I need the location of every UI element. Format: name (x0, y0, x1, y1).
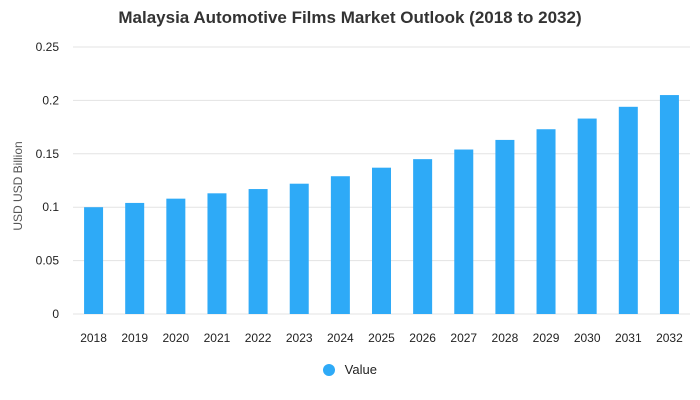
bar-2018[interactable] (84, 207, 104, 314)
bar-2026[interactable] (413, 159, 433, 314)
x-tick-label: 2018 (80, 331, 107, 345)
bar-2019[interactable] (125, 202, 145, 314)
x-tick-label: 2021 (204, 331, 231, 345)
x-tick-label: 2029 (533, 331, 560, 345)
legend-label: Value (344, 362, 377, 377)
y-tick-label: 0.1 (42, 200, 59, 214)
x-tick-label: 2022 (245, 331, 272, 345)
x-tick-label: 2019 (121, 331, 148, 345)
y-tick-label: 0.25 (36, 40, 60, 54)
bar-2032[interactable] (659, 95, 679, 314)
bar-2023[interactable] (289, 183, 309, 314)
y-tick-label: 0 (52, 307, 59, 321)
bar-2028[interactable] (495, 139, 515, 314)
x-tick-label: 2026 (409, 331, 436, 345)
bar-2031[interactable] (618, 106, 638, 314)
x-tick-label: 2027 (450, 331, 477, 345)
bar-2020[interactable] (166, 198, 186, 314)
legend: Value (0, 362, 700, 377)
bar-2021[interactable] (207, 193, 227, 314)
chart-title: Malaysia Automotive Films Market Outlook… (118, 8, 582, 27)
y-tick-labels: 0 0.05 0.1 0.15 0.2 0.25 (36, 40, 60, 321)
x-tick-label: 2032 (656, 331, 683, 345)
bar-2024[interactable] (330, 176, 350, 314)
x-tick-label: 2030 (574, 331, 601, 345)
y-tick-label: 0.2 (42, 93, 59, 107)
y-axis-label: USD USD Billion (11, 141, 25, 230)
x-tick-label: 2020 (162, 331, 189, 345)
x-tick-label: 2025 (368, 331, 395, 345)
x-tick-labels: 2018 2019 2020 2021 2022 2023 2024 2025 2026 2027… (80, 331, 683, 345)
bar-2022[interactable] (248, 189, 268, 314)
bar-2027[interactable] (454, 149, 474, 314)
x-tick-label: 2024 (327, 331, 354, 345)
bar-2029[interactable] (536, 129, 556, 314)
x-tick-label: 2028 (492, 331, 519, 345)
y-tick-label: 0.15 (36, 147, 60, 161)
y-tick-label: 0.05 (36, 254, 60, 268)
x-tick-label: 2031 (615, 331, 642, 345)
bar-2025[interactable] (372, 167, 391, 314)
legend-marker (323, 363, 336, 376)
bars (84, 95, 679, 314)
x-tick-label: 2023 (286, 331, 313, 345)
bar-2030[interactable] (577, 118, 597, 314)
